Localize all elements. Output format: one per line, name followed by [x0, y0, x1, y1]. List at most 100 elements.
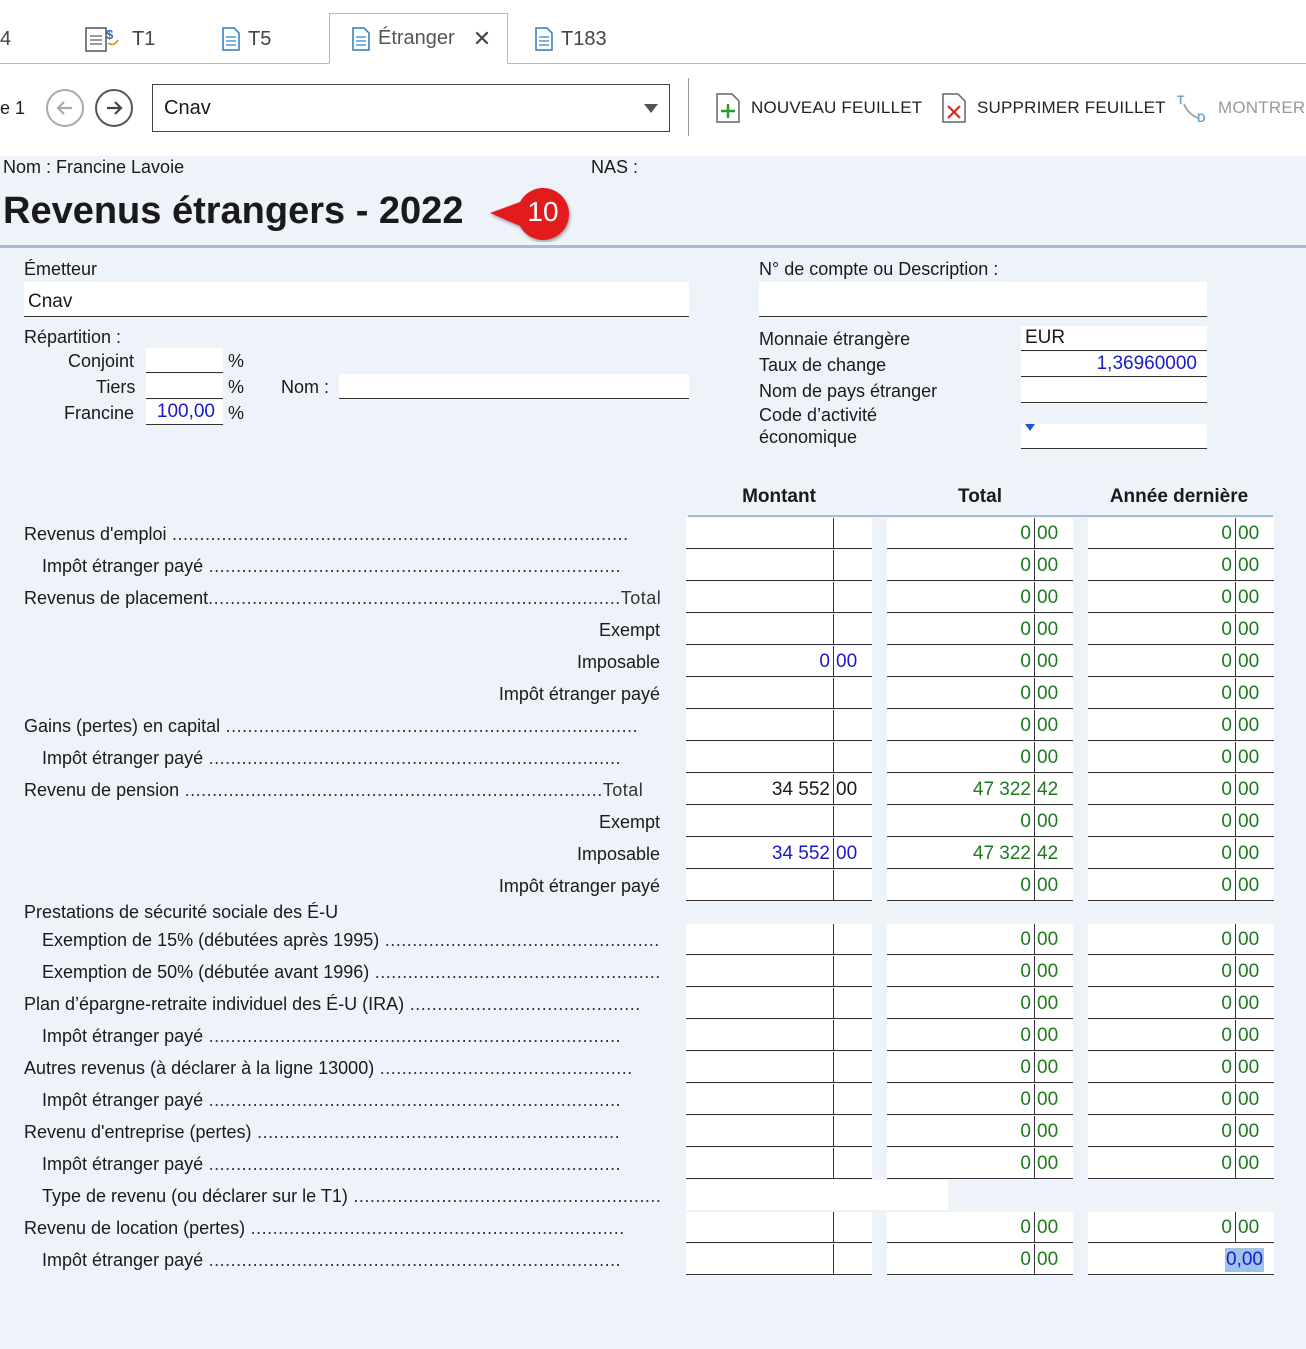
total-cell[interactable]: 47 322 42: [887, 774, 1073, 805]
previous-button[interactable]: [46, 89, 84, 127]
last-year-cell[interactable]: 0 00: [1088, 1084, 1274, 1115]
total-cell[interactable]: 0 00: [887, 924, 1073, 955]
amount-cell[interactable]: [686, 806, 872, 837]
delete-sheet-button[interactable]: SUPPRIMER FEUILLET: [941, 90, 1166, 126]
last-year-cell[interactable]: 0 00: [1088, 614, 1274, 645]
income-type-field[interactable]: [686, 1180, 948, 1210]
spouse-percent-field[interactable]: [146, 348, 223, 373]
amount-cell[interactable]: [686, 1244, 872, 1275]
amount-cell[interactable]: [686, 614, 872, 645]
exchange-rate-field[interactable]: 1,36960000: [1021, 352, 1207, 377]
close-tab-icon[interactable]: ✕: [472, 25, 492, 51]
amount-cell[interactable]: 34 552 00: [686, 774, 872, 805]
decimal-part: [834, 1244, 872, 1274]
third-name-field[interactable]: [339, 374, 689, 399]
integer-part: [686, 1244, 834, 1274]
total-cell[interactable]: 0 00: [887, 956, 1073, 987]
total-cell[interactable]: 0 00: [887, 1148, 1073, 1179]
total-cell[interactable]: 47 322 42: [887, 838, 1073, 869]
amount-cell[interactable]: [686, 956, 872, 987]
total-cell[interactable]: 0 00: [887, 1020, 1073, 1051]
last-year-cell[interactable]: 0 00: [1088, 988, 1274, 1019]
integer-part: 0: [1088, 742, 1236, 772]
integer-part: 34 552: [686, 838, 834, 868]
country-field[interactable]: [1021, 378, 1207, 403]
total-cell[interactable]: 0 00: [887, 1116, 1073, 1147]
total-cell[interactable]: 0 00: [887, 518, 1073, 549]
amount-cell[interactable]: [686, 988, 872, 1019]
show-button[interactable]: T D MONTRER: [1176, 90, 1305, 126]
third-label: Tiers: [96, 377, 136, 397]
amount-cell[interactable]: 0 00: [686, 646, 872, 677]
tab-t1[interactable]: $ T1: [84, 14, 194, 64]
total-cell[interactable]: 0 00: [887, 870, 1073, 901]
last-year-cell[interactable]: 0 00: [1088, 1212, 1274, 1243]
amount-cell[interactable]: [686, 870, 872, 901]
last-year-cell[interactable]: 0,00: [1088, 1244, 1274, 1275]
last-year-cell[interactable]: 0 00: [1088, 774, 1274, 805]
row-label: Impôt étranger payé: [499, 876, 660, 897]
last-year-cell[interactable]: 0 00: [1088, 742, 1274, 773]
last-year-cell[interactable]: 0 00: [1088, 870, 1274, 901]
last-year-cell[interactable]: 0 00: [1088, 1116, 1274, 1147]
tab-etranger[interactable]: Étranger ✕: [329, 13, 508, 64]
amount-cell[interactable]: [686, 582, 872, 613]
last-year-cell[interactable]: 0 00: [1088, 550, 1274, 581]
total-cell[interactable]: 0 00: [887, 550, 1073, 581]
last-year-cell[interactable]: 0 00: [1088, 956, 1274, 987]
third-percent-field[interactable]: [146, 374, 223, 399]
amount-cell[interactable]: [686, 1084, 872, 1115]
total-cell[interactable]: 0 00: [887, 1212, 1073, 1243]
last-year-cell[interactable]: 0 00: [1088, 838, 1274, 869]
amount-cell[interactable]: [686, 1116, 872, 1147]
total-cell[interactable]: 0 00: [887, 1084, 1073, 1115]
amount-cell[interactable]: [686, 678, 872, 709]
issuer-field[interactable]: Cnav: [24, 282, 689, 317]
last-year-cell[interactable]: 0 00: [1088, 1052, 1274, 1083]
self-percent-field[interactable]: 100,00: [146, 400, 223, 425]
activity-code-dropdown[interactable]: [1021, 424, 1207, 449]
total-cell[interactable]: 0 00: [887, 678, 1073, 709]
tab-t183[interactable]: T183: [535, 14, 635, 64]
account-field[interactable]: [759, 282, 1207, 317]
amount-cell[interactable]: [686, 1148, 872, 1179]
total-cell[interactable]: 0 00: [887, 582, 1073, 613]
last-year-cell[interactable]: 0 00: [1088, 806, 1274, 837]
last-year-cell[interactable]: 0 00: [1088, 710, 1274, 741]
total-cell[interactable]: 0 00: [887, 646, 1073, 677]
last-year-cell[interactable]: 0 00: [1088, 1148, 1274, 1179]
total-cell[interactable]: 0 00: [887, 1244, 1073, 1275]
total-cell[interactable]: 0 00: [887, 988, 1073, 1019]
total-cell[interactable]: 0 00: [887, 742, 1073, 773]
total-cell[interactable]: 0 00: [887, 614, 1073, 645]
foreign-currency-field[interactable]: EUR: [1021, 326, 1207, 351]
last-year-cell[interactable]: 0 00: [1088, 1020, 1274, 1051]
issuer-dropdown[interactable]: Cnav: [152, 84, 670, 132]
amount-cell[interactable]: [686, 710, 872, 741]
tab-partial[interactable]: 4: [0, 14, 30, 64]
amount-cell[interactable]: [686, 1020, 872, 1051]
amount-cell[interactable]: [686, 1052, 872, 1083]
total-cell[interactable]: 0 00: [887, 806, 1073, 837]
decimal-part: 00: [1037, 811, 1059, 832]
last-year-cell[interactable]: 0 00: [1088, 518, 1274, 549]
last-year-cell[interactable]: 0 00: [1088, 646, 1274, 677]
selected-value[interactable]: 0,00: [1225, 1248, 1264, 1272]
amount-cell[interactable]: [686, 550, 872, 581]
amount-cell[interactable]: 34 552 00: [686, 838, 872, 869]
amount-cell[interactable]: [686, 924, 872, 955]
amount-cell[interactable]: [686, 742, 872, 773]
tab-t5[interactable]: T5: [222, 14, 312, 64]
next-button[interactable]: [95, 89, 133, 127]
amount-cell[interactable]: [686, 518, 872, 549]
row-label: Impôt étranger payé ....................…: [42, 748, 660, 769]
decimal-part: 00: [836, 779, 858, 800]
leader-dots: ........................................…: [166, 524, 629, 544]
last-year-cell[interactable]: 0 00: [1088, 924, 1274, 955]
amount-cell[interactable]: [686, 1212, 872, 1243]
new-sheet-button[interactable]: NOUVEAU FEUILLET: [715, 90, 922, 126]
total-cell[interactable]: 0 00: [887, 1052, 1073, 1083]
last-year-cell[interactable]: 0 00: [1088, 678, 1274, 709]
total-cell[interactable]: 0 00: [887, 710, 1073, 741]
last-year-cell[interactable]: 0 00: [1088, 582, 1274, 613]
